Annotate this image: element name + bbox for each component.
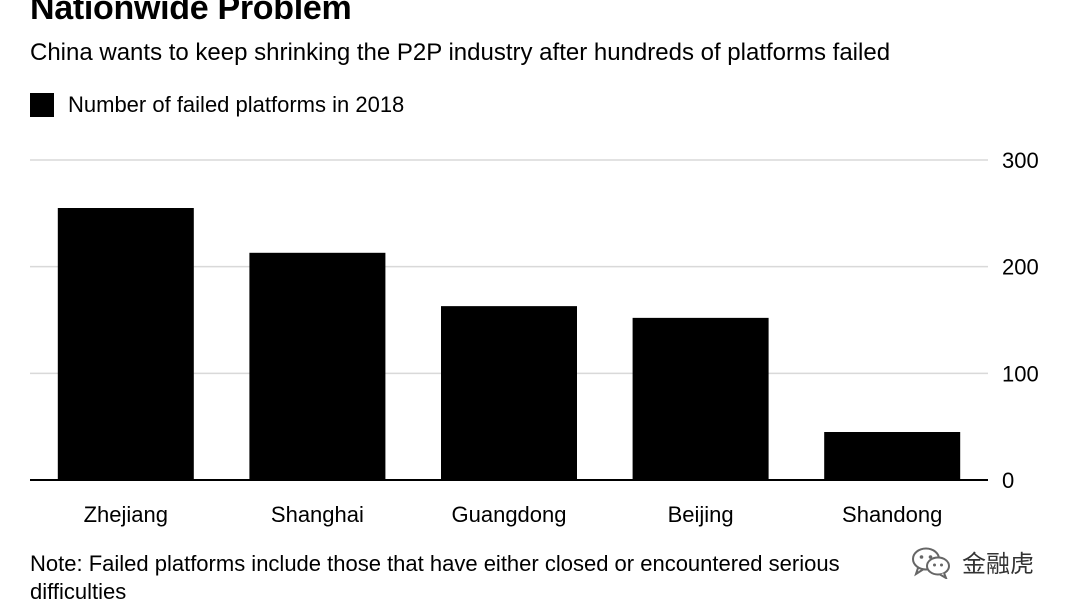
bar: [824, 432, 961, 480]
y-tick-label: 300: [1002, 148, 1039, 173]
category-label: Shandong: [842, 502, 942, 527]
wechat-icon: [912, 547, 950, 579]
bar: [249, 252, 386, 480]
bar: [57, 208, 194, 480]
legend: Number of failed platforms in 2018: [30, 91, 404, 119]
y-tick-label: 100: [1002, 361, 1039, 386]
bar: [632, 317, 769, 480]
bar: [441, 306, 577, 480]
category-label: Guangdong: [452, 502, 567, 527]
category-label: Zhejiang: [84, 502, 168, 527]
bars: [57, 208, 961, 480]
y-tick-labels: 0 100 200 300: [1002, 148, 1039, 493]
y-tick-label: 200: [1002, 255, 1039, 280]
legend-swatch: [30, 93, 54, 117]
category-label: Beijing: [668, 502, 734, 527]
y-tick-label: 0: [1002, 468, 1014, 493]
watermark: 金融虎: [910, 544, 1034, 579]
chart-subtitle: China wants to keep shrinking the P2P in…: [30, 39, 891, 66]
category-label: Shanghai: [271, 502, 364, 527]
watermark-text: 金融虎: [962, 550, 1034, 578]
legend-label: Number of failed platforms in 2018: [68, 92, 405, 117]
chart-note: Note: Failed platforms include those tha…: [30, 551, 840, 604]
category-labels: Zhejiang Shanghai Guangdong Beijing Shandong: [84, 502, 943, 527]
chart-title: Nationwide Problem: [30, 0, 352, 27]
bar-chart: 0 100 200 300 Zhejiang Shanghai Guangdong Beij…: [30, 148, 1039, 527]
